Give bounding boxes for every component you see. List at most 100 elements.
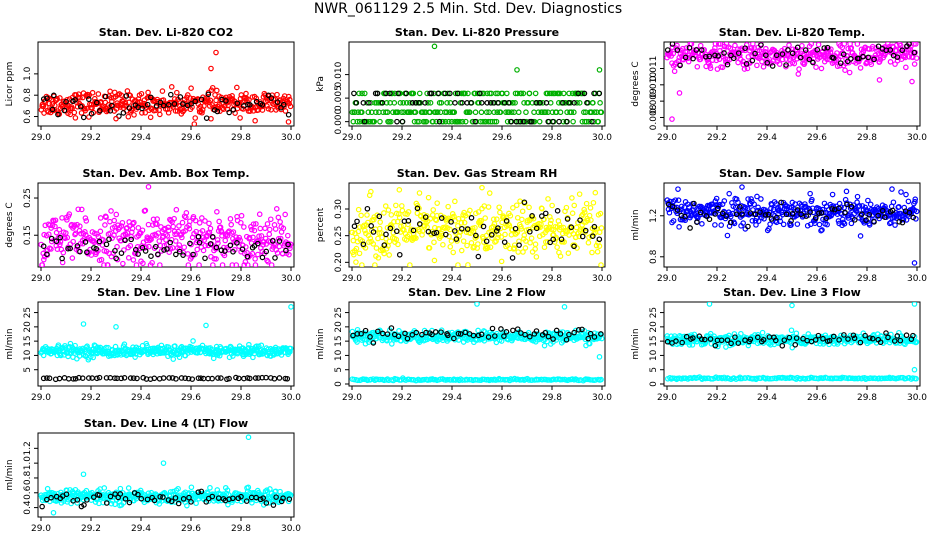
data-point <box>199 228 206 234</box>
data-point <box>82 352 88 359</box>
data-point <box>71 222 78 228</box>
data-point <box>576 100 583 106</box>
data-point <box>103 375 110 381</box>
data-point <box>252 262 259 267</box>
data-point <box>246 101 253 108</box>
data-point <box>370 229 377 235</box>
data-point <box>166 227 172 234</box>
data-point <box>913 339 920 345</box>
data-point <box>199 215 205 221</box>
data-point <box>598 109 605 116</box>
data-point <box>519 216 525 223</box>
chart-title: Stan. Dev. Line 2 Flow <box>408 286 546 299</box>
data-point <box>779 56 786 63</box>
data-point <box>173 206 180 213</box>
data-point <box>758 42 764 48</box>
data-point <box>753 222 759 228</box>
data-point <box>409 100 416 106</box>
data-point <box>134 375 140 382</box>
data-point <box>233 262 240 267</box>
data-point <box>145 184 152 190</box>
data-point <box>530 215 537 222</box>
data-point <box>251 227 258 234</box>
data-point <box>215 498 222 504</box>
y-axis-label: degrees C <box>5 202 15 247</box>
x-tick-label: 29.0 <box>342 133 362 143</box>
data-point <box>703 213 710 219</box>
x-tick-label: 29.0 <box>31 274 51 284</box>
data-point <box>581 209 588 216</box>
data-point <box>412 100 419 106</box>
data-point <box>522 245 529 251</box>
data-point <box>257 225 264 232</box>
data-point <box>494 216 500 222</box>
data-point <box>370 241 377 247</box>
data-point <box>125 113 132 120</box>
plot-frame <box>348 301 606 387</box>
data-point <box>588 217 594 223</box>
data-point <box>131 219 137 226</box>
data-point <box>396 328 402 334</box>
data-point <box>169 375 176 381</box>
data-point <box>171 215 177 222</box>
data-points <box>38 184 294 267</box>
data-point <box>584 217 591 224</box>
y-tick-label: 0.6 <box>23 109 33 124</box>
data-point <box>399 203 405 209</box>
data-point <box>786 204 793 211</box>
data-point <box>88 110 95 117</box>
data-point <box>694 219 700 225</box>
data-point <box>393 228 400 235</box>
data-point <box>249 500 255 506</box>
data-point <box>82 215 89 221</box>
data-point <box>678 203 685 210</box>
data-point <box>481 239 487 245</box>
data-point <box>478 109 485 116</box>
data-point <box>476 90 483 97</box>
data-point <box>594 248 601 255</box>
data-point <box>541 342 548 349</box>
data-point <box>451 335 457 342</box>
data-point <box>386 90 393 97</box>
data-point <box>478 217 485 224</box>
data-point <box>457 331 464 337</box>
data-point <box>518 223 524 230</box>
data-point <box>285 241 291 248</box>
plot-frame <box>37 182 295 268</box>
data-point <box>440 118 446 125</box>
data-point <box>489 230 496 237</box>
data-point <box>431 257 438 264</box>
data-point <box>813 64 819 70</box>
data-point <box>733 196 740 202</box>
data-point <box>154 221 160 228</box>
data-point <box>82 229 88 235</box>
data-point <box>501 214 507 221</box>
data-point <box>875 212 882 219</box>
data-point <box>192 98 199 105</box>
y-axis-label: ml/min <box>631 209 641 240</box>
data-point <box>259 254 266 261</box>
x-tick-label: 30.0 <box>281 274 301 284</box>
data-point <box>445 332 451 339</box>
data-point <box>173 376 179 382</box>
data-point <box>718 222 725 228</box>
y-tick-label: 0.15 <box>23 225 33 245</box>
data-point <box>882 203 888 210</box>
data-point <box>590 100 596 106</box>
data-point <box>803 213 810 219</box>
data-point <box>472 118 479 125</box>
data-point <box>354 118 361 125</box>
data-point <box>857 339 864 346</box>
data-point <box>236 234 243 241</box>
data-point <box>354 339 360 345</box>
data-point <box>389 90 396 97</box>
data-point <box>794 221 801 227</box>
data-point <box>438 329 444 335</box>
plot-frame <box>37 41 295 127</box>
data-point <box>472 224 478 231</box>
data-point <box>80 114 87 121</box>
data-point <box>829 206 835 212</box>
data-point <box>395 333 402 340</box>
data-point <box>462 90 468 97</box>
